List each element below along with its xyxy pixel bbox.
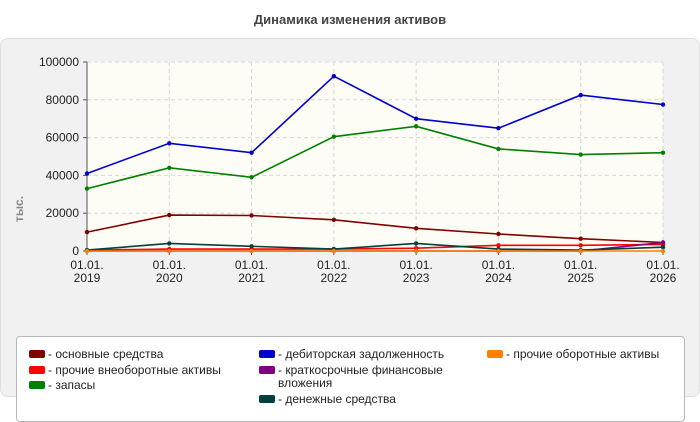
data-point [249,213,254,218]
legend-swatch [259,350,275,358]
y-tick-label: 20000 [46,206,80,220]
legend-swatch [29,381,45,389]
y-tick-label: 40000 [46,168,80,182]
legend-item-inventory: - запасы [29,379,95,392]
y-tick-label: 60000 [46,131,80,145]
series-line [86,214,664,244]
legend-label: - прочие внеоборотные активы [48,363,221,377]
data-point [578,243,583,248]
data-point [578,92,583,98]
data-point [84,171,90,176]
y-tick-label: 0 [72,244,79,258]
data-point [660,150,666,155]
legend-label: - краткосрочные финансовые вложения [278,363,443,390]
data-point [249,175,254,180]
legend-label: - дебиторская задолженность [278,347,445,361]
x-tick-label: 01.01. 2025 [564,258,597,285]
data-point [413,241,419,246]
x-tick-label: 01.01. 2022 [317,258,350,285]
plot-area [87,62,663,251]
x-tick-label: 01.01. 2019 [70,258,103,285]
data-point [167,165,172,171]
data-point [496,125,501,131]
data-point [496,248,501,254]
data-point [84,229,90,235]
data-point [331,248,337,254]
series-line [86,75,664,175]
legend-item-other-noncurrent: - прочие внеоборотные активы [29,364,221,377]
legend-swatch [29,366,45,374]
x-tick-label: 01.01. 2021 [235,258,268,285]
data-point [167,141,172,146]
data-point [167,212,172,218]
data-point [249,150,254,155]
data-point [660,245,666,250]
data-point [413,248,419,254]
y-axis-label: тыс. [12,196,26,222]
data-point [660,102,666,107]
legend-swatch [259,395,275,403]
data-point [413,226,419,231]
data-point [249,244,254,249]
data-point [660,240,666,245]
data-point [496,146,501,152]
x-tick-label: 01.01. 2024 [482,258,515,285]
data-point [578,248,583,254]
data-point [84,186,90,191]
x-tick-label: 01.01. 2020 [153,258,186,285]
legend-swatch [259,366,275,374]
legend-label: - прочие оборотные активы [506,347,660,361]
legend-item-short-term-investments: - краткосрочные финансовые вложения [259,364,484,390]
data-point [496,243,501,248]
series-line [86,243,664,251]
legend-item-fixed-assets: - основные средства [29,348,163,361]
x-tick-label: 01.01. 2026 [646,258,679,285]
chart-title: Динамика изменения активов [253,12,447,27]
data-point [578,236,583,241]
data-point [660,248,666,254]
y-tick-label: 80000 [46,93,80,107]
chart-legend: - основные средства - прочие внеоборотны… [16,336,685,422]
series-line [86,242,664,251]
legend-label: - запасы [48,378,96,392]
data-point [413,124,419,129]
data-point [578,152,583,157]
series-line [86,125,664,190]
legend-swatch [29,350,45,358]
data-point [496,231,501,237]
data-point [249,248,254,254]
x-tick-label: 01.01. 2023 [399,258,432,285]
data-point [331,134,337,139]
line-chart: 0 20000 40000 60000 80000 100000 01.01. 2019 01… [12,55,680,285]
legend-item-receivables: - дебиторская задолженность [259,348,444,361]
chart-panel: 0 20000 40000 60000 80000 100000 01.01. 2019 01… [0,38,700,422]
data-point [167,241,172,246]
legend-label: - основные средства [48,347,164,361]
data-point [331,217,337,223]
data-point [167,248,172,254]
legend-swatch [487,350,503,358]
legend-item-other-current: - прочие оборотные активы [487,348,659,361]
data-point [413,116,419,121]
y-tick-label: 100000 [39,55,79,69]
data-point [331,73,337,79]
data-point [84,248,90,254]
